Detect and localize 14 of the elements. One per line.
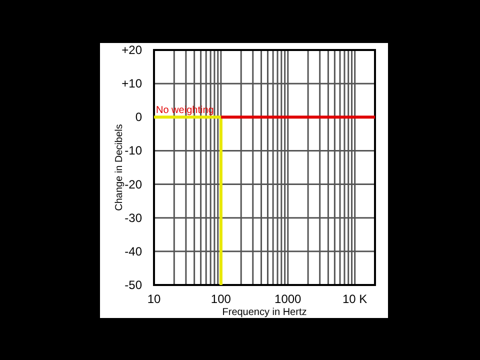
x-tick-label: 1000	[274, 292, 302, 306]
x-tick-label: 100	[210, 292, 232, 306]
x-tick-label: 10	[147, 292, 161, 306]
y-tick-label: 0	[135, 110, 142, 124]
y-tick-label: -30	[124, 210, 142, 225]
y-tick-label: -10	[124, 144, 142, 158]
y-tick-label: -50	[124, 278, 142, 292]
y-tick-label: -40	[124, 244, 142, 258]
y-tick-label: -20	[124, 177, 142, 192]
x-tick-label: 10 K	[342, 292, 368, 306]
y-axis-title: Change in Decibels	[114, 124, 125, 211]
x-axis-title: Frequency in Hertz	[222, 307, 307, 318]
y-tick-label: +10	[122, 76, 142, 91]
y-tick-label: +20	[122, 43, 142, 57]
